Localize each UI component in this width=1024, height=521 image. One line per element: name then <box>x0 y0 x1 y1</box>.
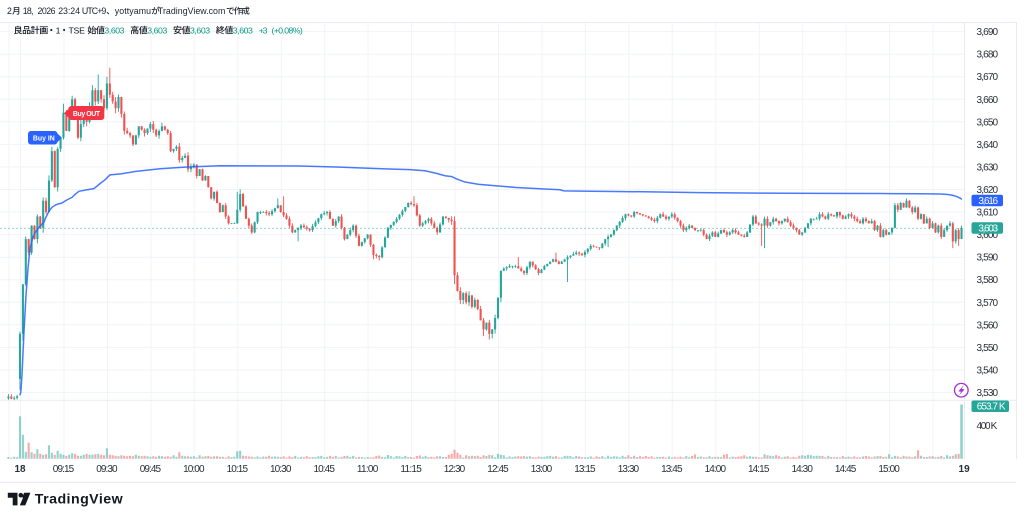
svg-text:12:30: 12:30 <box>444 464 466 475</box>
svg-text:3,680: 3,680 <box>977 50 999 61</box>
svg-text:3,530: 3,530 <box>977 388 999 399</box>
svg-text:3,620: 3,620 <box>977 185 999 196</box>
svg-text:UTC+9: UTC+9 <box>82 6 106 16</box>
svg-text:10:15: 10:15 <box>227 464 249 475</box>
svg-text:TSE: TSE <box>69 25 86 35</box>
svg-text:3,580: 3,580 <box>977 275 999 286</box>
svg-text:14:30: 14:30 <box>792 464 814 475</box>
svg-text:1: 1 <box>56 25 61 35</box>
svg-text:3,660: 3,660 <box>977 95 999 106</box>
svg-text:09:45: 09:45 <box>140 464 162 475</box>
svg-text:14:00: 14:00 <box>705 464 727 475</box>
svg-text:TradingView: TradingView <box>35 491 124 507</box>
svg-text:3,540: 3,540 <box>977 365 999 376</box>
svg-text:yottyamu: yottyamu <box>115 6 151 16</box>
svg-text:3,616: 3,616 <box>978 196 998 207</box>
svg-text:3,603: 3,603 <box>978 223 998 234</box>
svg-text:3,603: 3,603 <box>104 25 124 35</box>
svg-text:653.7 K: 653.7 K <box>977 402 1006 413</box>
svg-text:10:00: 10:00 <box>183 464 205 475</box>
svg-text:2: 2 <box>7 6 12 16</box>
svg-text:18: 18 <box>14 464 26 475</box>
svg-text:+3: +3 <box>259 25 268 35</box>
svg-text:3,670: 3,670 <box>977 72 999 83</box>
svg-text:3,603: 3,603 <box>233 25 253 35</box>
svg-text:11:00: 11:00 <box>357 464 379 475</box>
svg-text:3,570: 3,570 <box>977 298 999 309</box>
svg-text:13:00: 13:00 <box>531 464 553 475</box>
svg-text:3,640: 3,640 <box>977 140 999 151</box>
svg-text:Buy IN: Buy IN <box>33 135 55 142</box>
svg-text:14:45: 14:45 <box>835 464 857 475</box>
svg-text:10:30: 10:30 <box>270 464 292 475</box>
svg-text:09:15: 09:15 <box>53 464 75 475</box>
svg-text:3,603: 3,603 <box>190 25 210 35</box>
svg-text:3,600: 3,600 <box>977 230 999 241</box>
svg-text:23:24: 23:24 <box>58 6 80 16</box>
svg-text:Buy OUT: Buy OUT <box>73 111 101 118</box>
svg-text:3,690: 3,690 <box>977 27 999 38</box>
svg-text:3,603: 3,603 <box>147 25 167 35</box>
svg-text:2026: 2026 <box>38 6 56 16</box>
svg-text:18,: 18, <box>23 6 34 16</box>
svg-text:14:15: 14:15 <box>748 464 770 475</box>
svg-text:12:45: 12:45 <box>487 464 509 475</box>
svg-text:3,630: 3,630 <box>977 162 999 173</box>
svg-text:19: 19 <box>959 464 971 475</box>
svg-text:09:30: 09:30 <box>96 464 118 475</box>
svg-text:TradingView.com: TradingView.com <box>158 6 225 16</box>
svg-text:3,550: 3,550 <box>977 343 999 354</box>
svg-text:3,650: 3,650 <box>977 117 999 128</box>
svg-text:13:30: 13:30 <box>618 464 640 475</box>
svg-text:13:45: 13:45 <box>661 464 683 475</box>
svg-text:(+0.08%): (+0.08%) <box>272 25 303 35</box>
svg-text:11:15: 11:15 <box>400 464 422 475</box>
svg-text:10:45: 10:45 <box>314 464 336 475</box>
svg-text:3,590: 3,590 <box>977 253 999 264</box>
svg-text:3,560: 3,560 <box>977 320 999 331</box>
svg-text:15:00: 15:00 <box>878 464 900 475</box>
svg-text:13:15: 13:15 <box>574 464 596 475</box>
svg-text:400 K: 400 K <box>977 421 998 432</box>
svg-text:3,610: 3,610 <box>977 208 999 219</box>
